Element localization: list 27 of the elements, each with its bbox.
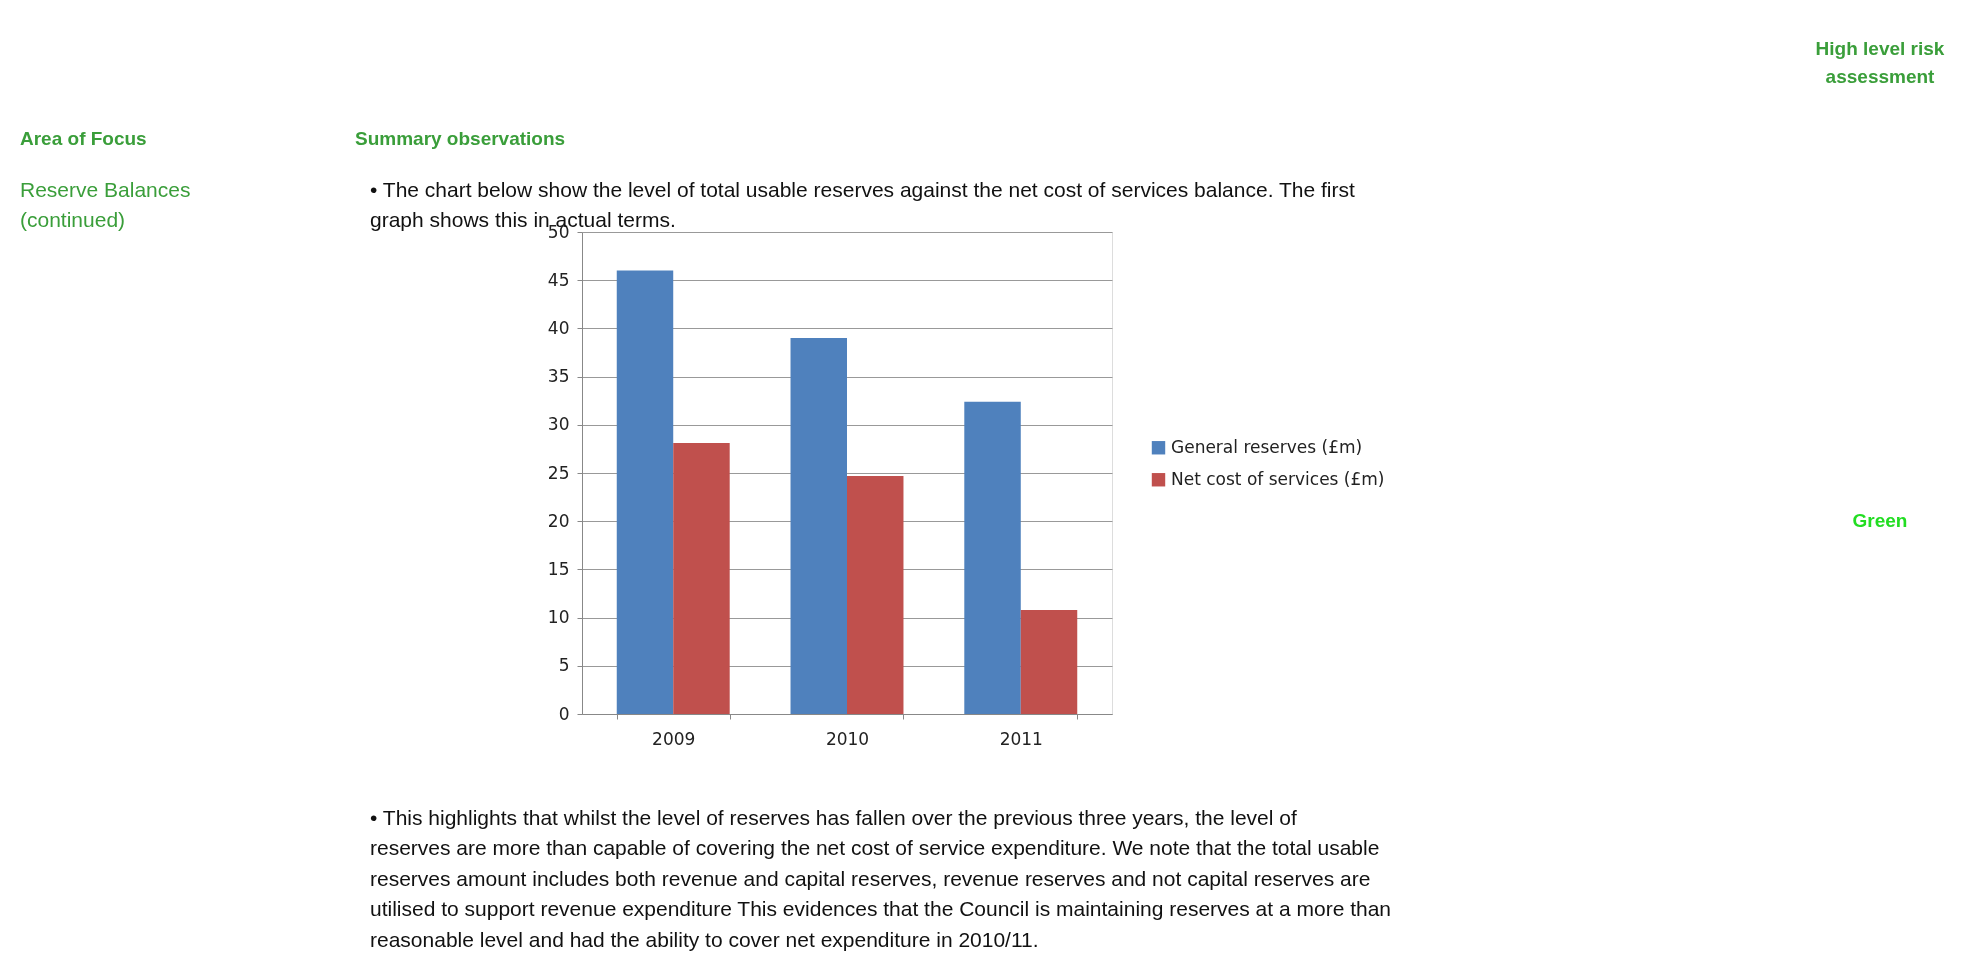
y-tick-label: 35 [547, 366, 570, 387]
y-tick-label: 5 [558, 655, 570, 676]
text: Green [1852, 510, 1908, 531]
y-tick-label: 15 [547, 558, 570, 579]
legend-label: Net cost of services (£m) [1171, 468, 1385, 489]
text: High level risk assessment [1815, 38, 1945, 87]
y-tick-label: 45 [547, 269, 570, 290]
bar [616, 270, 674, 714]
y-tick-label: 25 [547, 462, 570, 483]
bar [964, 401, 1021, 714]
y-tick-label: 0 [558, 703, 570, 724]
bar [1020, 609, 1078, 714]
bar [790, 338, 847, 714]
y-tick-label: 20 [547, 510, 570, 531]
x-tick-label: 2011 [999, 728, 1043, 749]
legend-label: General reserves (£m) [1171, 436, 1363, 457]
y-tick-label: 10 [547, 607, 570, 628]
text: Reserve Balances (continued) [20, 178, 191, 232]
y-tick-label: 30 [547, 414, 570, 435]
x-tick-label: 2009 [652, 728, 696, 749]
text: Area of Focus [20, 128, 147, 149]
bar [847, 475, 904, 714]
y-tick-label: 40 [547, 317, 570, 338]
text: • This highlights that whilst the level of reserves has fallen over the previous three years, the level of reserves are more than capable of covering the net cost of service expenditure. We note that the total usable reserves amount includes both revenue and capital reserves, revenue reserves and not capital reserves are utilised to support revenue expenditure This evidences that the Council is maintaining reserves at a more than reasonable level and had the ability to cover net expenditure in 2010/11. [370, 806, 1392, 951]
bar [673, 443, 730, 714]
text: Summary observations [355, 128, 566, 149]
x-tick-label: 2010 [825, 728, 870, 749]
